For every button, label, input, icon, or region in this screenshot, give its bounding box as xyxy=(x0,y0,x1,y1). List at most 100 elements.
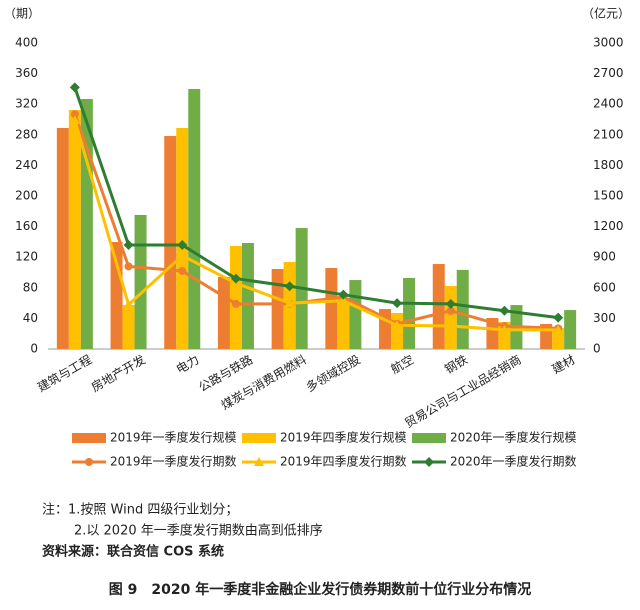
point xyxy=(230,273,241,284)
x-tick-label: 航空 xyxy=(388,352,416,377)
bar xyxy=(456,269,469,349)
point xyxy=(499,324,510,334)
x-tick-label: 煤炭与消费用燃料 xyxy=(218,352,309,413)
x-tick-label: 多领域控股 xyxy=(304,353,363,395)
bar xyxy=(80,98,93,349)
legend-label: 2019年四季度发行规模 xyxy=(280,430,407,445)
y2-tick-label: 1800 xyxy=(593,158,624,172)
y-tick-label: 160 xyxy=(15,219,38,233)
point xyxy=(445,321,456,331)
bar xyxy=(217,276,230,349)
y-tick-label: 120 xyxy=(15,250,38,264)
point xyxy=(553,312,564,323)
y2-tick-label: 1200 xyxy=(593,219,624,233)
caption: 图 9 2020 年一季度非金融企业发行债券期数前十位行业分布情况 xyxy=(109,581,531,598)
point xyxy=(123,299,134,309)
x-tick-label: 建筑与工程 xyxy=(35,352,94,395)
x-tick-label: 钢铁 xyxy=(442,353,470,377)
y2-tick-label: 2100 xyxy=(593,127,624,141)
bar xyxy=(432,264,445,349)
legend-label: 2019年一季度发行规模 xyxy=(110,430,237,445)
y2-tick-label: 2700 xyxy=(593,66,624,80)
y2-axis-label: （亿元） xyxy=(582,6,630,21)
y2-tick-label: 900 xyxy=(593,250,616,264)
point xyxy=(178,266,187,275)
point xyxy=(177,239,188,250)
legend-marker xyxy=(254,457,264,466)
y2-tick-label: 3000 xyxy=(593,36,624,50)
point xyxy=(338,289,349,300)
point xyxy=(284,298,295,308)
point xyxy=(338,295,349,305)
source: 资料来源：联合资信 COS 系统 xyxy=(42,544,224,560)
point xyxy=(392,298,403,309)
bar xyxy=(337,298,350,349)
legend-label: 2020年一季度发行规模 xyxy=(450,430,577,445)
bar xyxy=(241,243,254,349)
bar xyxy=(325,268,338,349)
y2-tick-label: 0 xyxy=(593,342,601,356)
line xyxy=(73,113,559,330)
point xyxy=(124,262,133,271)
bar xyxy=(564,310,577,349)
bar xyxy=(403,278,416,349)
legend-marker xyxy=(424,457,434,467)
bar xyxy=(188,89,201,349)
y-tick-label: 400 xyxy=(15,36,38,50)
legend-label: 2019年一季度发行期数 xyxy=(110,454,237,469)
legend-swatch xyxy=(242,433,276,443)
legend-swatch xyxy=(412,433,446,443)
y-tick-label: 280 xyxy=(15,127,38,141)
y2-tick-label: 600 xyxy=(593,280,616,294)
bar xyxy=(349,280,362,349)
point xyxy=(69,82,80,93)
bar xyxy=(176,127,189,349)
point xyxy=(445,298,456,309)
y-tick-label: 80 xyxy=(23,280,38,294)
bar xyxy=(122,305,135,349)
line xyxy=(73,86,559,320)
bar xyxy=(56,127,69,349)
note: 2.以 2020 年一季度发行期数由高到低排序 xyxy=(74,523,323,539)
y2-tick-label: 2400 xyxy=(593,97,624,111)
point xyxy=(123,239,134,250)
point xyxy=(499,305,510,316)
point xyxy=(553,324,564,334)
x-tick-label: 建材 xyxy=(550,353,578,377)
bar xyxy=(271,269,284,349)
note: 注：1.按照 Wind 四级行业划分； xyxy=(42,503,238,518)
bar xyxy=(68,110,81,349)
point xyxy=(70,110,79,119)
line xyxy=(73,119,559,332)
point xyxy=(284,281,295,292)
y2-tick-label: 300 xyxy=(593,311,616,325)
bar xyxy=(164,136,177,349)
bar xyxy=(110,242,123,349)
bar xyxy=(486,317,499,349)
x-tick-label: 电力 xyxy=(174,353,202,377)
y-tick-label: 200 xyxy=(15,189,38,203)
legend-swatch xyxy=(72,433,106,443)
point xyxy=(392,320,403,330)
y-tick-label: 0 xyxy=(30,342,38,356)
legend-label: 2019年四季度发行期数 xyxy=(280,454,407,469)
y2-tick-label: 1500 xyxy=(593,189,624,203)
bar xyxy=(444,285,457,349)
bar xyxy=(134,214,147,349)
point xyxy=(231,299,240,308)
bar xyxy=(391,312,404,349)
y-tick-label: 320 xyxy=(15,97,38,111)
y-axis-label: （期） xyxy=(4,7,40,21)
x-tick-label: 房地产开发 xyxy=(88,352,147,395)
y-tick-label: 360 xyxy=(15,66,38,80)
legend-label: 2020年一季度发行期数 xyxy=(450,454,577,469)
legend-marker xyxy=(85,458,93,466)
point xyxy=(446,306,455,315)
y-tick-label: 240 xyxy=(15,158,38,172)
point xyxy=(69,115,80,125)
bar xyxy=(229,245,242,349)
point xyxy=(177,250,188,260)
y-tick-label: 40 xyxy=(23,311,38,325)
